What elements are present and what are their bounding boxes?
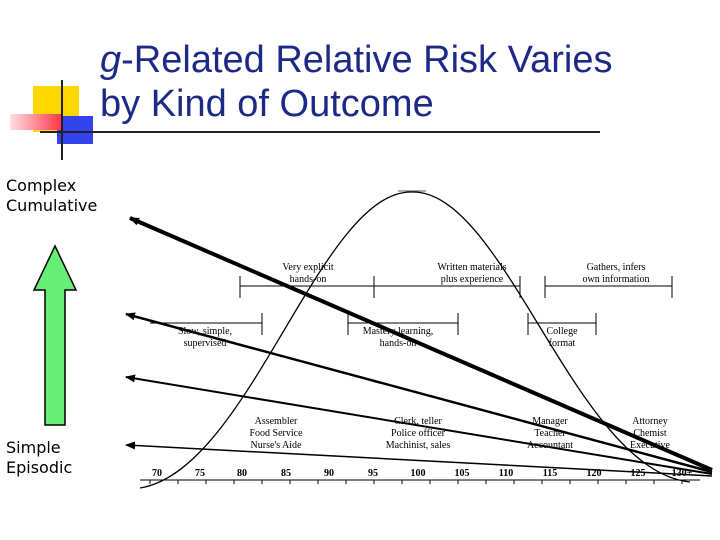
iq-tick-label: 125 [631,468,646,479]
label-simple: Simple [6,438,61,457]
bell-curve [139,191,691,489]
iq-tick-label: 90 [324,468,334,479]
learning-style-label: Slow, simple, supervised [178,326,232,349]
risk-arrows [125,216,713,477]
risk-arrow-simple [125,441,713,477]
iq-tick-label: 115 [543,468,557,479]
style-brackets-row2 [150,313,597,335]
occupation-label: Attorney Chemist Executive [630,416,671,451]
occupation-label: Clerk, teller Police officer Machinist, sa… [386,416,451,451]
title-line2: by Kind of Outcome [100,83,434,125]
title-line1: -Related Relative Risk Varies [121,39,613,81]
iq-tick-label: 100 [411,468,426,479]
iq-tick-label: 95 [368,468,378,479]
label-complex-cumulative: Complex Cumulative [6,176,97,216]
learning-style-label: Very explicit hands-on [282,262,334,285]
iq-tick-marks [149,480,683,484]
learning-style-label: Mastery learning, hands-on [363,326,434,349]
risk-arrow-upper-mid [125,312,713,474]
learning-style-label: Gathers, infers own information [583,262,650,285]
risk-arrow-lower-mid [125,374,713,475]
deco-blue-square [57,116,93,144]
occupation-label: Manager Teacher Accountant [527,416,573,451]
iq-tick-label: 70 [152,468,162,479]
iq-tick-label: 85 [281,468,291,479]
iq-tick-label: 105 [455,468,470,479]
iq-tick-label: 80 [237,468,247,479]
title-italic-g: g [100,39,122,81]
label-complex: Complex [6,176,77,195]
deco-horizontal-line [40,131,600,133]
deco-vertical-line [61,80,63,160]
slide-title: g-Related Relative Risk Varies by Kind of… [100,38,700,126]
deco-red-bar [10,114,62,130]
complexity-arrow [32,244,78,426]
iq-tick-label: 75 [195,468,205,479]
label-episodic: Episodic [6,458,73,477]
iq-tick-label: 130+ [672,468,693,479]
iq-tick-label: 110 [499,468,513,479]
label-cumulative: Cumulative [6,196,98,215]
label-simple-episodic: Simple Episodic [6,438,72,478]
iq-tick-label: 120 [587,468,602,479]
learning-style-label: College format [546,326,578,349]
occupation-label: Assembler Food Service Nurse's Aide [249,416,303,451]
learning-style-label: Written materials plus experience [437,262,506,285]
risk-arrow-complex [129,216,713,472]
